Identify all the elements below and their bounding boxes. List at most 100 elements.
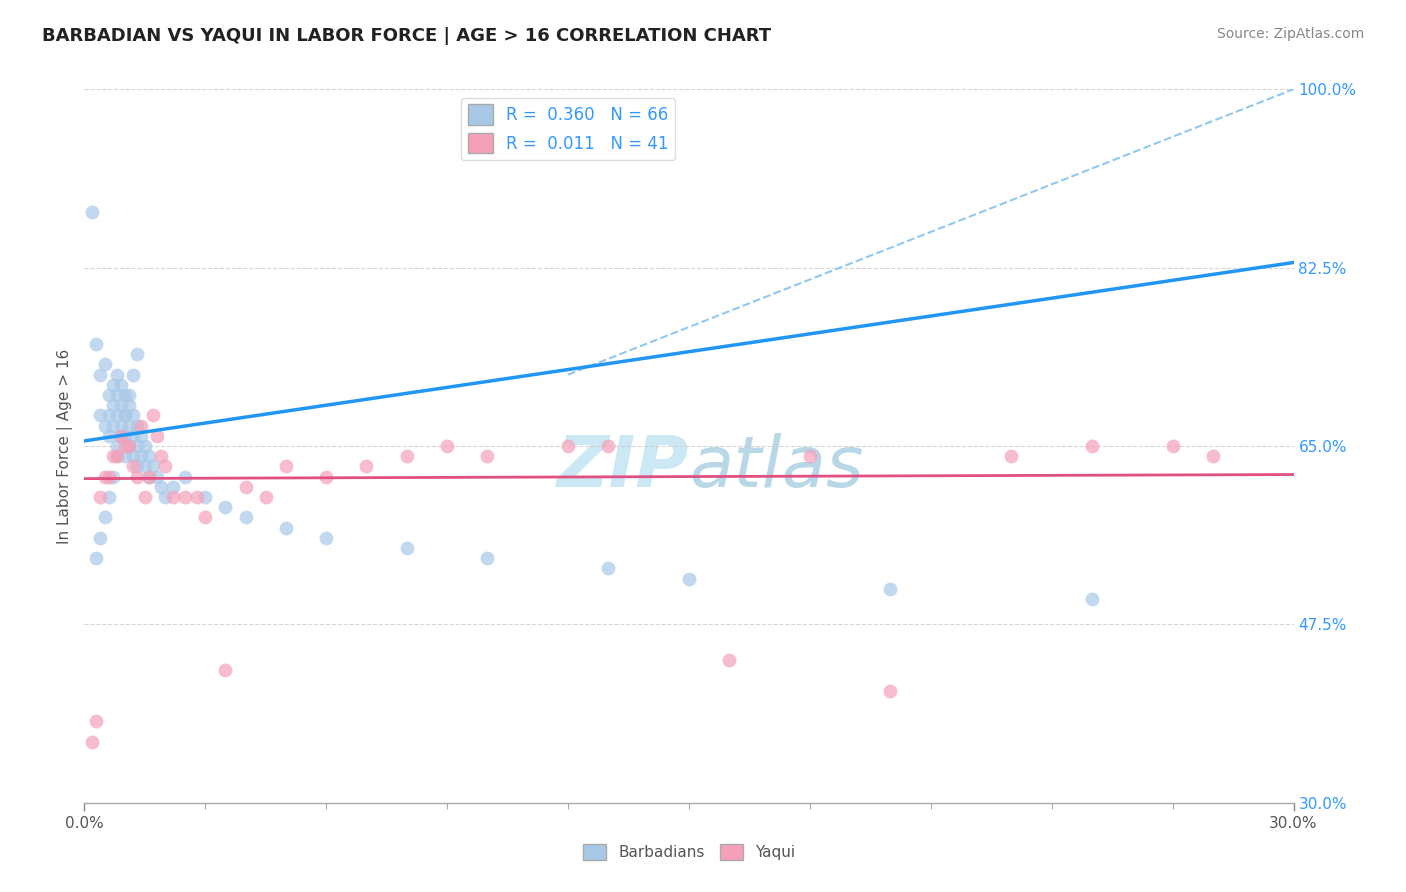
Point — [194, 510, 217, 524]
Point — [146, 429, 169, 443]
Point — [114, 409, 136, 423]
Point — [186, 490, 208, 504]
Point — [82, 204, 104, 219]
Point — [89, 531, 111, 545]
Point — [557, 439, 579, 453]
Y-axis label: In Labor Force | Age > 16: In Labor Force | Age > 16 — [58, 349, 73, 543]
Text: BARBADIAN VS YAQUI IN LABOR FORCE | AGE > 16 CORRELATION CHART: BARBADIAN VS YAQUI IN LABOR FORCE | AGE … — [42, 27, 772, 45]
Point — [315, 469, 337, 483]
Point — [134, 439, 156, 453]
Point — [101, 377, 124, 392]
Point — [162, 490, 184, 504]
Legend: Barbadians, Yaqui: Barbadians, Yaqui — [576, 838, 801, 866]
Point — [138, 469, 160, 483]
Point — [101, 418, 124, 433]
Point — [118, 439, 141, 453]
Text: atlas: atlas — [689, 433, 863, 502]
Point — [477, 449, 499, 463]
Point — [114, 429, 136, 443]
Point — [114, 449, 136, 463]
Point — [110, 377, 132, 392]
Point — [86, 714, 108, 729]
Point — [97, 388, 120, 402]
Point — [118, 418, 141, 433]
Point — [129, 449, 152, 463]
Point — [436, 439, 458, 453]
Point — [254, 490, 277, 504]
Point — [125, 347, 148, 361]
Point — [477, 551, 499, 566]
Point — [235, 510, 257, 524]
Point — [105, 388, 128, 402]
Point — [105, 449, 128, 463]
Text: ZIP: ZIP — [557, 433, 689, 502]
Point — [174, 490, 197, 504]
Point — [97, 409, 120, 423]
Point — [97, 429, 120, 443]
Point — [89, 368, 111, 382]
Point — [110, 418, 132, 433]
Point — [194, 490, 217, 504]
Point — [395, 541, 418, 555]
Point — [146, 469, 169, 483]
Point — [162, 480, 184, 494]
Point — [142, 409, 165, 423]
Point — [114, 409, 136, 423]
Point — [105, 409, 128, 423]
Point — [110, 429, 132, 443]
Point — [89, 490, 111, 504]
Point — [121, 409, 143, 423]
Point — [718, 653, 741, 667]
Point — [879, 683, 901, 698]
Point — [598, 561, 620, 575]
Point — [93, 469, 115, 483]
Point — [105, 439, 128, 453]
Point — [799, 449, 821, 463]
Point — [153, 459, 176, 474]
Point — [134, 459, 156, 474]
Text: Source: ZipAtlas.com: Source: ZipAtlas.com — [1216, 27, 1364, 41]
Point — [274, 459, 297, 474]
Point — [93, 358, 115, 372]
Point — [125, 469, 148, 483]
Point — [129, 429, 152, 443]
Point — [1161, 439, 1184, 453]
Point — [125, 459, 148, 474]
Point — [101, 449, 124, 463]
Point — [138, 449, 160, 463]
Point — [274, 520, 297, 534]
Point — [101, 469, 124, 483]
Point — [86, 337, 108, 351]
Point — [678, 572, 700, 586]
Point — [121, 449, 143, 463]
Point — [89, 409, 111, 423]
Point — [149, 480, 172, 494]
Point — [114, 439, 136, 453]
Point — [121, 429, 143, 443]
Point — [118, 398, 141, 412]
Point — [101, 398, 124, 412]
Point — [105, 368, 128, 382]
Point — [93, 510, 115, 524]
Point — [86, 551, 108, 566]
Point — [395, 449, 418, 463]
Point — [214, 500, 236, 515]
Point — [97, 469, 120, 483]
Point — [1081, 439, 1104, 453]
Point — [315, 531, 337, 545]
Point — [142, 459, 165, 474]
Point — [129, 418, 152, 433]
Point — [356, 459, 378, 474]
Point — [174, 469, 197, 483]
Point — [1081, 591, 1104, 606]
Point — [134, 490, 156, 504]
Point — [118, 388, 141, 402]
Point — [121, 368, 143, 382]
Point — [118, 439, 141, 453]
Point — [235, 480, 257, 494]
Point — [598, 439, 620, 453]
Point — [1000, 449, 1022, 463]
Point — [105, 449, 128, 463]
Point — [82, 734, 104, 748]
Point — [138, 469, 160, 483]
